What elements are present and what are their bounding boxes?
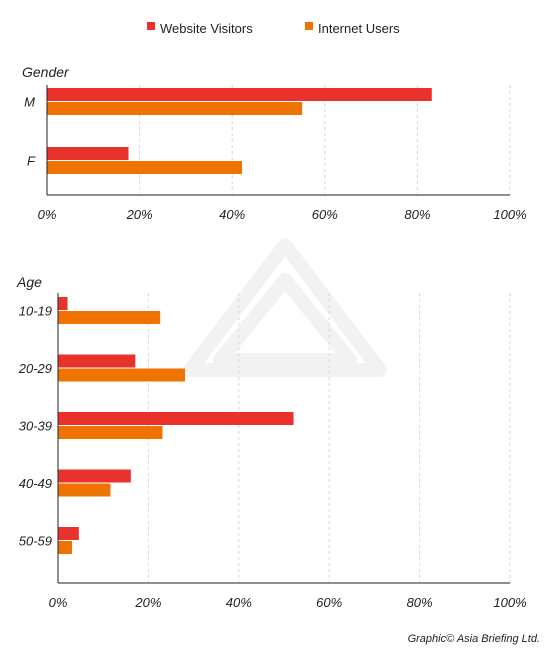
category-label: 50-59 [19, 534, 52, 549]
bar-internet-users-M [47, 102, 303, 115]
x-tick-label: 60% [312, 207, 338, 222]
legend-swatch-1 [147, 22, 155, 30]
x-tick-label: 100% [493, 207, 526, 222]
legend-swatch-2 [305, 22, 313, 30]
x-tick-label: 0% [38, 207, 57, 222]
bar-internet-users-10-19 [58, 311, 161, 324]
x-tick-label: 20% [126, 207, 153, 222]
category-label: 20-29 [18, 361, 52, 376]
x-tick-label: 0% [49, 595, 68, 610]
category-label: M [24, 95, 35, 110]
category-label: 10-19 [19, 304, 52, 319]
x-tick-label: 80% [404, 207, 430, 222]
category-label: 40-49 [19, 476, 52, 491]
bar-website-visitors-50-59 [58, 527, 79, 540]
panel-title: Gender [22, 64, 70, 80]
bar-internet-users-30-39 [58, 426, 163, 439]
panel-age: 0% 20% 40% 60% 80% 100% Age 10-19 20-29 30-39 40-4… [16, 274, 527, 610]
x-tick-label: 60% [316, 595, 342, 610]
bar-website-visitors-10-19 [58, 297, 68, 310]
category-label: F [27, 154, 36, 169]
category-label: 30-39 [19, 419, 52, 434]
panel-title: Age [16, 274, 42, 290]
bar-internet-users-20-29 [58, 368, 186, 382]
x-tick-label: 40% [226, 595, 252, 610]
legend-label-2: Internet Users [318, 21, 400, 36]
legend: Website Visitors Internet Users [147, 21, 400, 36]
watermark-logo [183, 238, 387, 377]
bar-internet-users-50-59 [58, 541, 73, 554]
x-tick-label: 100% [493, 595, 526, 610]
panel-gender: 0% 20% 40% 60% 80% 100% Gender M F [22, 64, 527, 222]
bar-website-visitors-40-49 [58, 469, 131, 483]
x-tick-label: 40% [219, 207, 245, 222]
x-tick-label: 80% [407, 595, 433, 610]
bar-website-visitors-20-29 [58, 354, 136, 368]
bar-website-visitors-30-39 [58, 412, 294, 425]
bar-internet-users-F [47, 161, 242, 174]
bar-internet-users-40-49 [58, 483, 111, 497]
credit-text: Graphic© Asia Briefing Ltd. [407, 633, 540, 645]
bar-website-visitors-M [47, 88, 432, 101]
legend-label-1: Website Visitors [160, 21, 253, 36]
bar-website-visitors-F [47, 147, 129, 160]
x-tick-label: 20% [134, 595, 161, 610]
